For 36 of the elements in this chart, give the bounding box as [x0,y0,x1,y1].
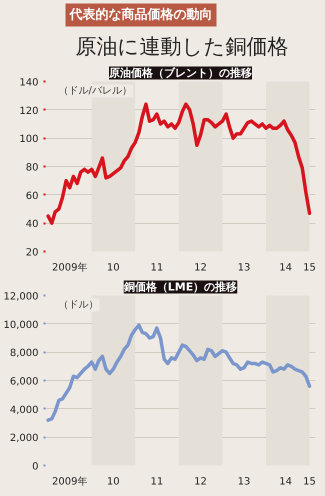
text: 原油に連動した銅価格 [76,34,288,58]
line-series [46,324,312,422]
y-tick-label: 4,000 [10,404,39,416]
y-axis-title: （ドル） [58,300,98,310]
x-tick-label: 13 [238,476,250,488]
x-tick-label: 12 [194,476,207,488]
x-tick-label: 14 [279,476,292,488]
x-tick-label: 10 [106,476,120,488]
y-tick-label: 60 [26,190,39,202]
y-tick-label: 20 [26,248,39,258]
chart-title: 原油価格（ブレント）の推移 [108,66,252,80]
x-tick-label: 13 [238,262,250,274]
x-tick-label: 2009年 [52,262,88,274]
x-tick-label: 12 [194,262,207,274]
y-tick-label: 2,000 [10,433,39,444]
x-tick-label: 14 [279,262,292,274]
y-tick-label: 6,000 [10,376,39,388]
chart-title: 銅価格（LME）の推移 [122,280,238,294]
x-tick-label: 2009年 [52,476,88,488]
y-tick-label: 100 [19,134,39,146]
line-series [46,102,312,225]
y-tick-label: 120 [19,106,39,117]
y-tick-label: 12,000 [4,292,39,302]
x-tick-label: 15 [303,476,316,488]
text: 代表的な商品価格の動向 [68,6,212,22]
x-tick-label: 11 [150,476,164,488]
y-tick-label: 10,000 [4,320,39,331]
x-tick-label: 10 [106,262,120,274]
x-tick-label: 11 [150,262,164,274]
y-tick-label: 0 [32,462,39,472]
y-tick-label: 80 [26,162,39,174]
y-tick-label: 40 [26,219,39,230]
x-tick-label: 15 [303,262,316,274]
y-tick-label: 140 [19,78,39,88]
y-axis-title: （ドル/バレル） [58,86,132,96]
y-tick-label: 8,000 [10,348,39,360]
